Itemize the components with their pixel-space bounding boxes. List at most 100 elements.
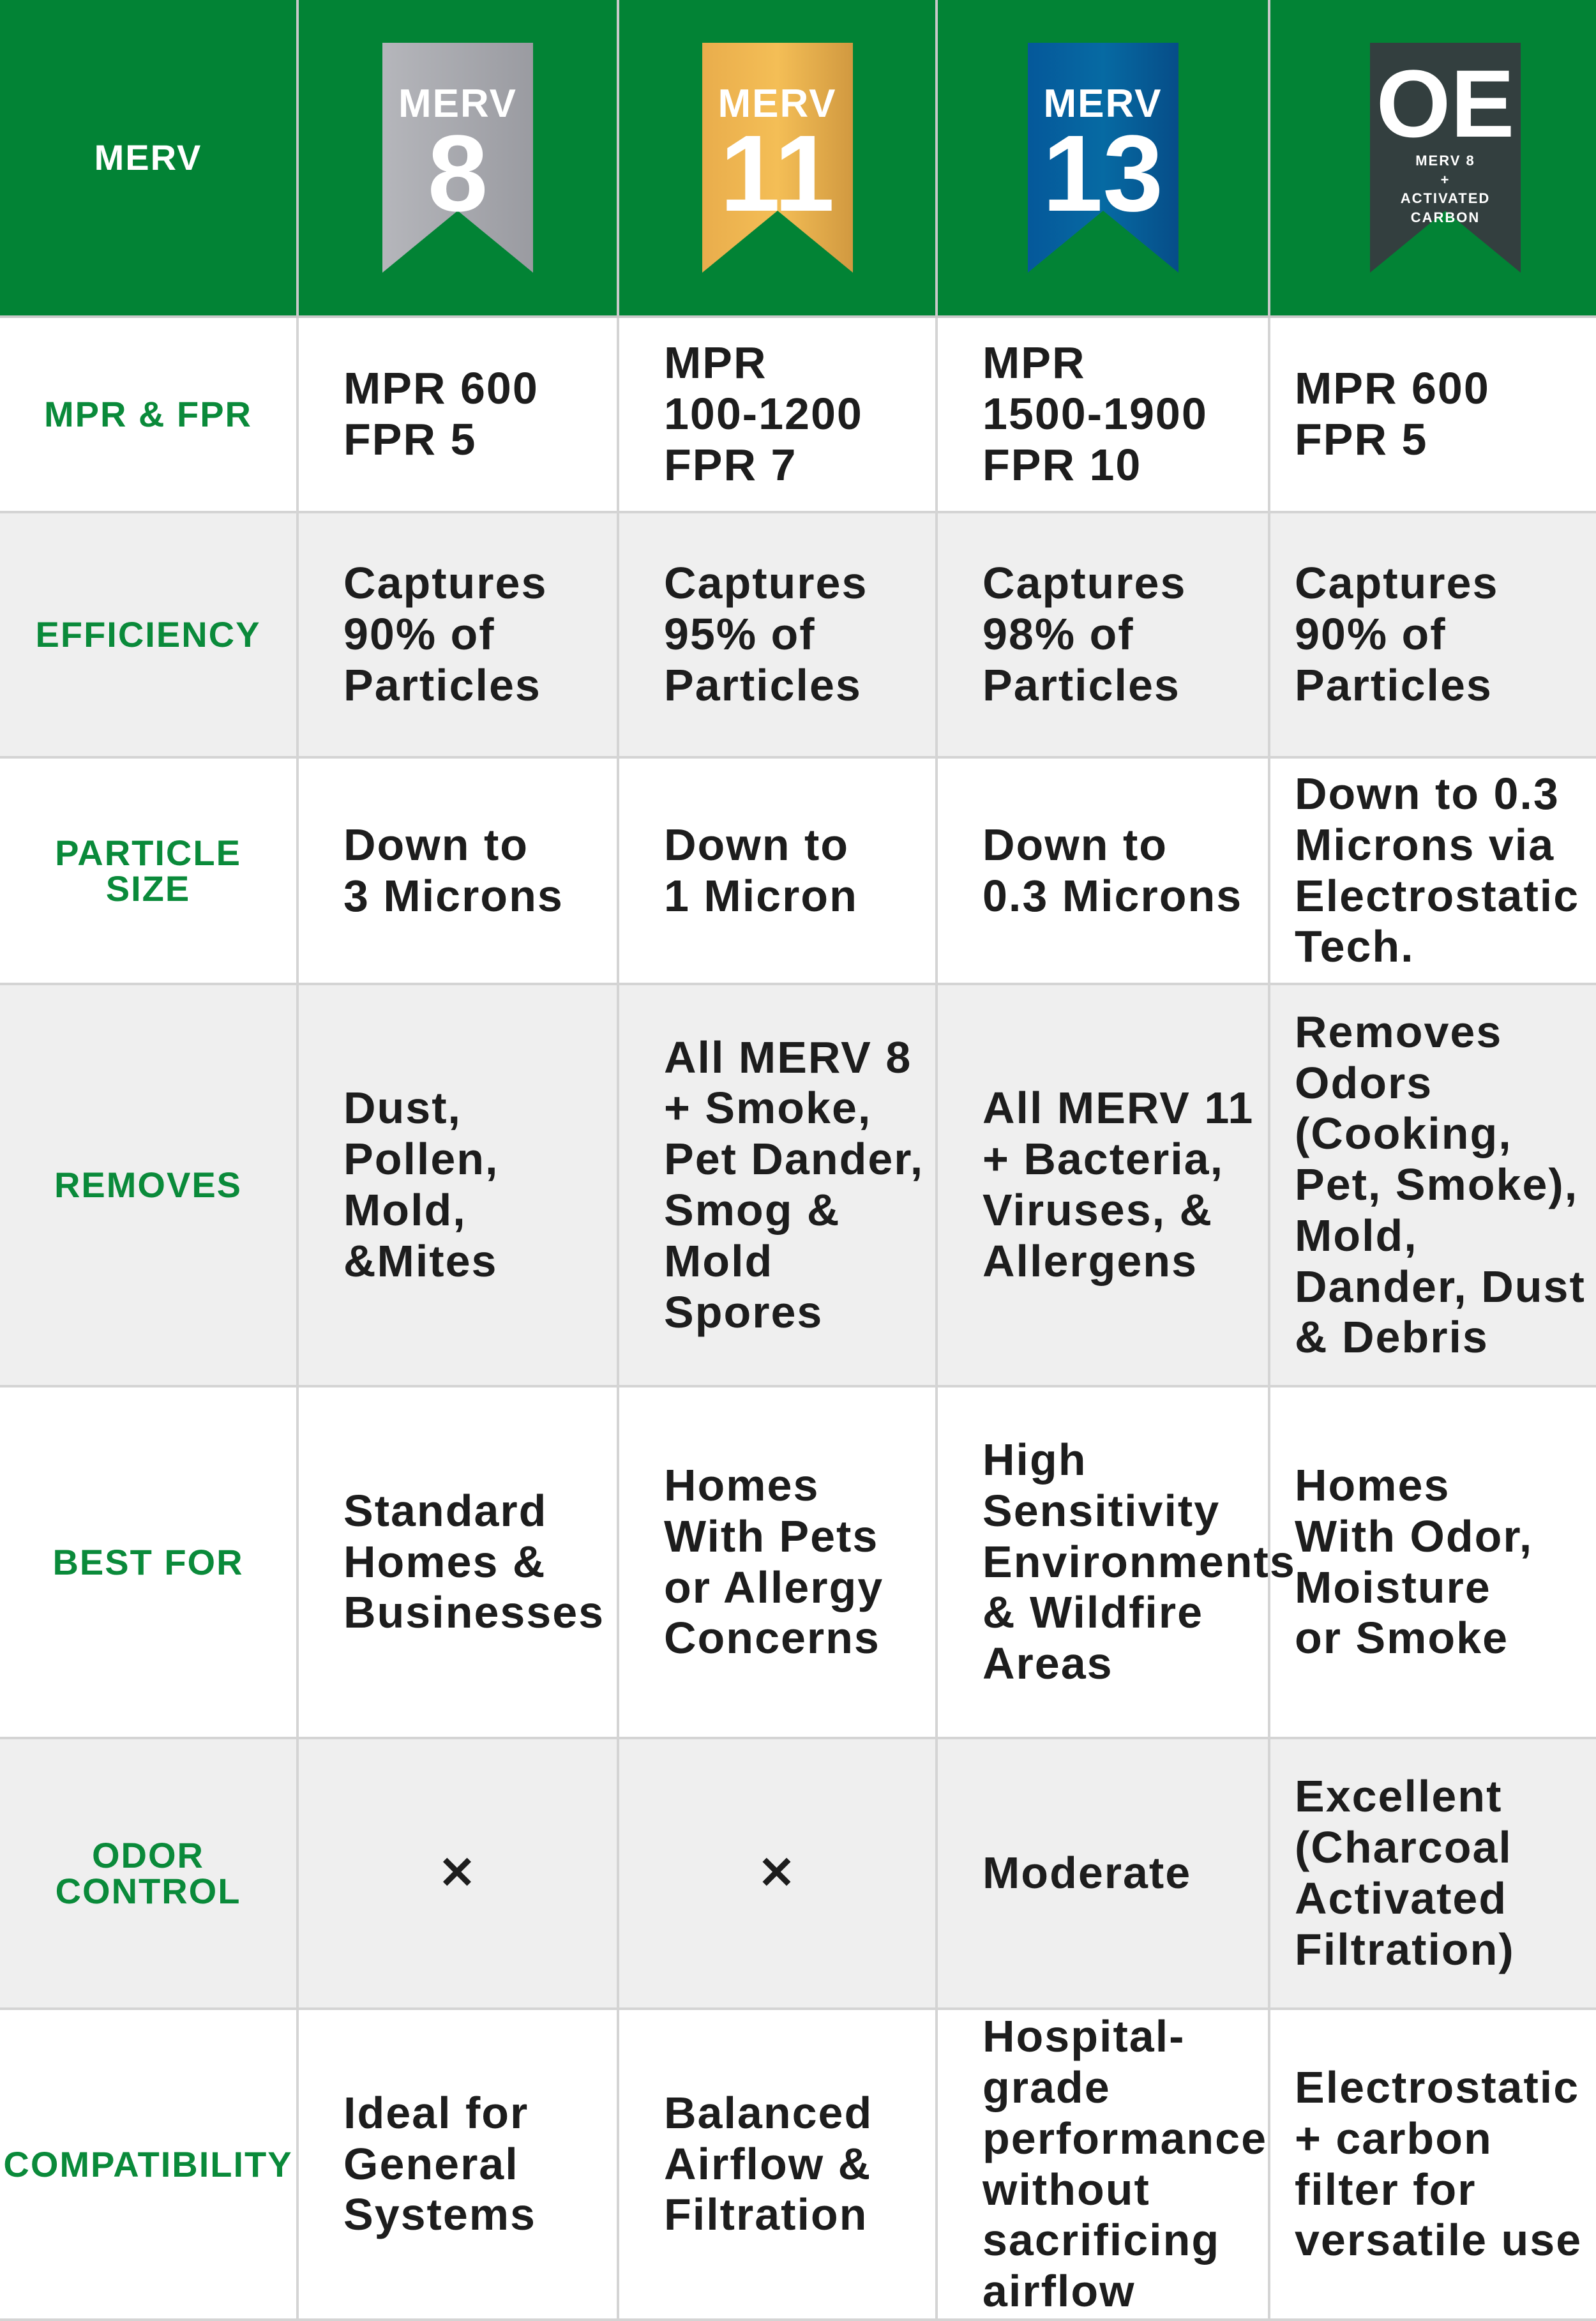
cell-line: Down to [664, 819, 850, 870]
row-label-line: CONTROL [55, 1871, 241, 1911]
badge-logo-text: OE [1376, 50, 1515, 157]
badge-number: 13 [1042, 113, 1164, 234]
table-row: PARTICLE SIZE Down to 3 Microns Down to 1 Mic… [0, 756, 1596, 985]
table-cell: Balanced Airflow & Filtration [617, 2007, 938, 2321]
table-cell: Hospital-grade performance without sacrific… [935, 2007, 1270, 2321]
cell-line: Captures [1295, 558, 1499, 609]
badge-line: CARBON [1410, 209, 1480, 226]
cell-line: 1500-1900 [982, 389, 1208, 439]
cell-line: + carbon [1295, 2113, 1493, 2163]
cell-line: Pet Dander, [664, 1134, 924, 1184]
row-label: EFFICIENCY [0, 511, 299, 759]
cell-line: Concerns [664, 1613, 880, 1663]
cell-line: Down to 0.3 [1295, 768, 1560, 819]
merv-8-badge: MERV 8 [382, 43, 533, 273]
cell-line: & Debris [1295, 1312, 1489, 1363]
cell-line: Activated [1295, 1873, 1508, 1923]
badge-line: + [1440, 171, 1450, 188]
table-cell: Down to 0.3 Microns [935, 756, 1270, 985]
cell-line: Filtration [664, 2189, 868, 2240]
cell-line: Systems [343, 2189, 536, 2240]
badge-top-text: MERV [398, 82, 517, 126]
table-cell: High Sensitivity Environments & Wildfire Are… [935, 1385, 1296, 1739]
cell-line: (Charcoal [1295, 1822, 1512, 1873]
cell-line: General [343, 2138, 519, 2189]
cell-line: Environments [982, 1536, 1296, 1587]
table-cell: Homes With Odor, Moisture or Smoke [1268, 1385, 1596, 1739]
cell-line: 95% of [664, 609, 816, 660]
cell-line: Particles [982, 660, 1180, 710]
row-label: COMPATIBILITY [0, 2007, 299, 2321]
cell-line: 3 Microns [343, 870, 564, 921]
badge-cell-oe: OE MERV 8 + ACTIVATED CARBON [1268, 0, 1596, 318]
row-label-line: BEST FOR [52, 1541, 244, 1582]
cell-line: Moderate [982, 1848, 1192, 1898]
row-label: PARTICLE SIZE [0, 756, 299, 985]
row-label: MPR & FPR [0, 315, 299, 513]
cell-line: Electrostatic [1295, 2062, 1580, 2112]
merv-13-badge: MERV 13 [1027, 43, 1178, 273]
table-row: MPR & FPR MPR 600 FPR 5 MPR 100-1200 FPR 7 MPR… [0, 315, 1596, 513]
badge-cell-merv-11: MERV 11 [617, 0, 938, 318]
row-label: BEST FOR [0, 1385, 299, 1739]
cell-line: sacrificing [982, 2215, 1221, 2265]
row-label-line: ODOR [92, 1835, 204, 1875]
cell-line: ✕ [758, 1848, 797, 1898]
cell-line: without [982, 2164, 1150, 2214]
badge-subtext: MERV 8 + ACTIVATED CARBON [1370, 151, 1521, 227]
table-cell: Captures 90% of Particles [296, 511, 619, 759]
cell-line: Removes [1295, 1006, 1503, 1057]
table-cell: Removes Odors (Cooking, Pet, Smoke), Mold, Da… [1268, 983, 1596, 1387]
table-row: BEST FOR Standard Homes & Businesses Homes Wi… [0, 1385, 1596, 1739]
table-cell: Captures 98% of Particles [935, 511, 1270, 759]
table-cell: MPR 600 FPR 5 [296, 315, 619, 513]
cell-line: Dander, Dust [1295, 1261, 1586, 1312]
header-label: MERV [0, 0, 299, 318]
cell-line: Mold, &Mites [343, 1185, 498, 1286]
table-cell: Captures 95% of Particles [617, 511, 938, 759]
cell-line: Moisture [1295, 1562, 1491, 1612]
badge-top-text: MERV [718, 82, 837, 126]
table-cell: Moderate [935, 1737, 1270, 2010]
cell-line: FPR 10 [982, 439, 1142, 490]
row-label: REMOVES [0, 983, 299, 1387]
badge-cell-merv-8: MERV 8 [296, 0, 619, 318]
cell-line: MPR [982, 338, 1086, 388]
cell-line: filter for [1295, 2164, 1477, 2214]
table-cell: MPR 1500-1900 FPR 10 [935, 315, 1270, 513]
table-cell: Down to 3 Microns [296, 756, 619, 985]
cell-line: All MERV 11 [982, 1083, 1254, 1133]
cell-line: Viruses, & [982, 1185, 1214, 1235]
badge-top-text: MERV [1043, 82, 1163, 126]
cell-line: Pet, Smoke), [1295, 1160, 1579, 1210]
cell-line: + Smoke, [664, 1083, 872, 1133]
table-cell: Standard Homes & Businesses [296, 1385, 619, 1739]
row-label-line: MPR & FPR [44, 394, 252, 434]
cell-line: Captures [343, 558, 548, 609]
table-row: COMPATIBILITY Ideal for General Systems Bala… [0, 2007, 1596, 2321]
cell-line: Captures [664, 558, 868, 609]
cell-line: Hospital-grade [982, 2011, 1186, 2112]
cell-line: airflow [982, 2266, 1136, 2317]
badge-line: ACTIVATED [1400, 190, 1491, 207]
badge-number: 8 [427, 113, 488, 234]
row-label-line: SIZE [105, 868, 191, 909]
table-cell: All MERV 8 + Smoke, Pet Dander, Smog & Mold … [617, 983, 938, 1387]
cell-line: ✕ [438, 1848, 478, 1898]
cell-line: FPR 5 [1295, 414, 1428, 464]
table-cell: Down to 1 Micron [617, 756, 938, 985]
cell-line: 90% of [343, 609, 495, 660]
cell-line: or Allergy [664, 1562, 884, 1612]
cell-line: versatile use [1295, 2215, 1583, 2265]
cell-line: Homes [664, 1460, 820, 1510]
table-cell: All MERV 11 + Bacteria, Viruses, & Allergen… [935, 983, 1270, 1387]
cell-line: All MERV 8 [664, 1032, 912, 1082]
table-cell: Captures 90% of Particles [1268, 511, 1596, 759]
cell-line: Airflow & [664, 2138, 872, 2189]
cell-line: Particles [1295, 660, 1493, 710]
row-label-line: EFFICIENCY [35, 614, 261, 654]
table-row: EFFICIENCY Captures 90% of Particles Capture… [0, 511, 1596, 759]
cell-line: Dust, Pollen, [343, 1083, 499, 1184]
cell-line: Areas [982, 1638, 1113, 1689]
cell-line: Electrostatic [1295, 870, 1580, 921]
